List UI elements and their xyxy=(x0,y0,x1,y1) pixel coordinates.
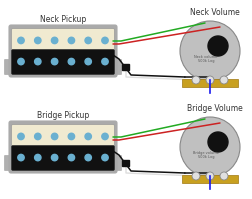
Circle shape xyxy=(101,133,108,140)
Circle shape xyxy=(18,58,24,65)
Circle shape xyxy=(205,76,213,84)
Text: Bridge Volume: Bridge Volume xyxy=(186,104,242,113)
Circle shape xyxy=(219,76,227,84)
Bar xyxy=(181,79,237,87)
FancyBboxPatch shape xyxy=(110,155,121,171)
FancyBboxPatch shape xyxy=(5,155,15,171)
Bar xyxy=(121,160,129,166)
Text: Neck volume
500k Log: Neck volume 500k Log xyxy=(194,55,217,63)
Circle shape xyxy=(179,21,239,81)
FancyBboxPatch shape xyxy=(11,125,114,149)
Circle shape xyxy=(68,58,74,65)
Circle shape xyxy=(51,154,57,161)
Circle shape xyxy=(207,36,227,56)
Circle shape xyxy=(18,154,24,161)
Circle shape xyxy=(68,133,74,140)
FancyBboxPatch shape xyxy=(5,60,15,74)
FancyBboxPatch shape xyxy=(110,60,121,74)
Circle shape xyxy=(68,154,74,161)
Text: Neck Pickup: Neck Pickup xyxy=(40,15,86,24)
Circle shape xyxy=(101,37,108,44)
Circle shape xyxy=(101,154,108,161)
Circle shape xyxy=(85,37,91,44)
FancyBboxPatch shape xyxy=(11,28,114,54)
Circle shape xyxy=(35,133,41,140)
Circle shape xyxy=(191,172,199,180)
FancyBboxPatch shape xyxy=(9,25,116,77)
Circle shape xyxy=(101,58,108,65)
Circle shape xyxy=(68,37,74,44)
Circle shape xyxy=(191,76,199,84)
Circle shape xyxy=(207,132,227,152)
Circle shape xyxy=(35,58,41,65)
Text: Bridge Pickup: Bridge Pickup xyxy=(37,111,89,120)
Text: Neck Volume: Neck Volume xyxy=(189,8,239,17)
FancyBboxPatch shape xyxy=(11,145,114,171)
Text: Bridge volume
500k Log: Bridge volume 500k Log xyxy=(192,151,218,159)
Circle shape xyxy=(205,172,213,180)
Circle shape xyxy=(85,133,91,140)
Circle shape xyxy=(85,58,91,65)
Circle shape xyxy=(85,154,91,161)
Circle shape xyxy=(18,133,24,140)
Circle shape xyxy=(35,154,41,161)
FancyBboxPatch shape xyxy=(9,121,116,173)
Bar xyxy=(181,175,237,183)
Bar xyxy=(121,64,129,70)
Circle shape xyxy=(179,117,239,177)
Circle shape xyxy=(51,133,57,140)
Circle shape xyxy=(35,37,41,44)
Circle shape xyxy=(51,58,57,65)
Circle shape xyxy=(51,37,57,44)
FancyBboxPatch shape xyxy=(11,50,114,74)
Circle shape xyxy=(219,172,227,180)
Circle shape xyxy=(18,37,24,44)
